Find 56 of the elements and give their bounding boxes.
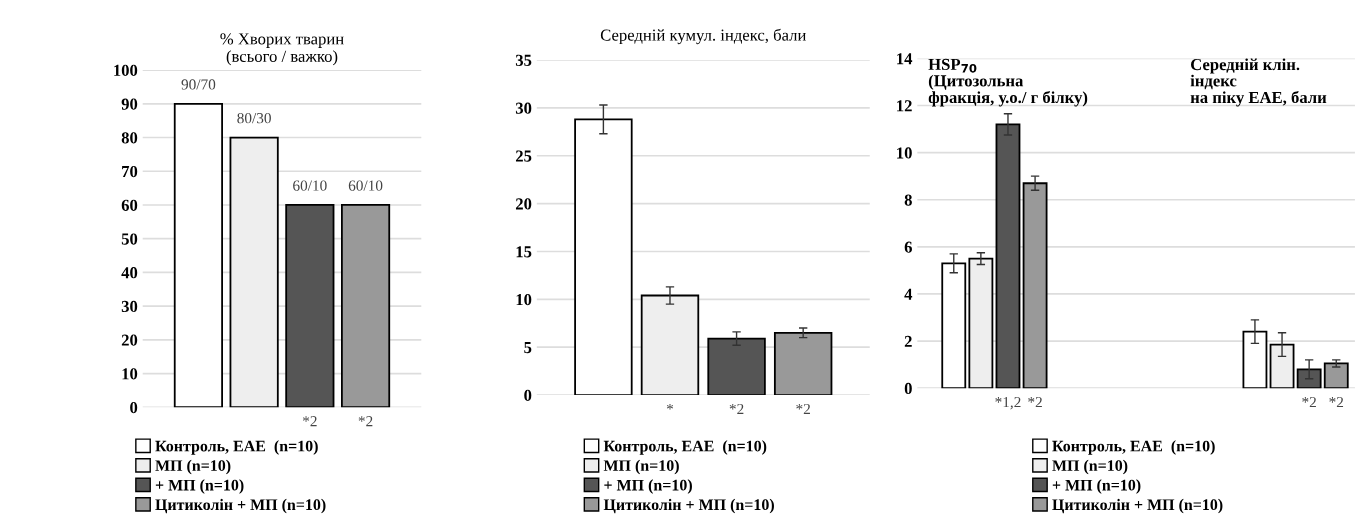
data-label: 80/30 xyxy=(237,113,271,124)
legend-label: МП (n=10) xyxy=(1052,459,1128,475)
chart-title: Середній кумул. індекс, бали xyxy=(600,28,806,45)
legend-label: Контроль, ЕАЕ (n=10) xyxy=(1052,440,1215,455)
data-label: 60/10 xyxy=(293,180,327,191)
legend-label: МП (n=10) xyxy=(155,459,231,475)
text: *2 xyxy=(1028,396,1042,408)
y-tick-label: 10 xyxy=(897,147,912,159)
data-label: 60/10 xyxy=(348,180,383,191)
y-tick-label: 4 xyxy=(904,288,913,300)
y-tick-label: 14 xyxy=(897,53,913,65)
text: *2 xyxy=(1329,396,1344,408)
text: *2 xyxy=(358,416,373,427)
y-tick-label: 90 xyxy=(121,98,138,110)
data-label: 90/70 xyxy=(181,79,216,90)
y-tick-label: 6 xyxy=(904,241,912,253)
legend-label: Цитиколін + МП (n=10) xyxy=(603,498,774,514)
y-tick-label: 15 xyxy=(516,246,532,258)
y-tick-label: 25 xyxy=(515,150,532,162)
y-tick-label: 0 xyxy=(130,401,138,414)
y-tick-label: 20 xyxy=(121,334,138,346)
y-tick-label: 70 xyxy=(122,165,138,178)
text: *2 xyxy=(302,416,317,427)
y-tick-label: 5 xyxy=(524,342,532,354)
y-tick-label: 35 xyxy=(515,54,532,66)
y-tick-label: 60 xyxy=(121,199,138,211)
text: * xyxy=(666,403,674,410)
legend-label: + МП (n=10) xyxy=(604,479,692,494)
y-tick-label: 12 xyxy=(897,100,912,112)
text: *2 xyxy=(729,403,744,414)
y-tick-label: 10 xyxy=(122,368,138,380)
y-tick-label: 20 xyxy=(515,198,532,210)
legend-label: Цитиколін + МП (n=10) xyxy=(1052,498,1223,514)
text: *2 xyxy=(1302,396,1316,408)
legend-label: Контроль, ЕАЕ (n=10) xyxy=(155,440,318,455)
legend-label: + МП (n=10) xyxy=(1052,479,1141,494)
y-tick-label: 30 xyxy=(121,300,138,313)
y-tick-label: 0 xyxy=(904,382,912,395)
y-tick-label: 40 xyxy=(121,267,138,279)
text: HSP$_{70}$ (Цитозольна фракція, у.о./ г білку) xyxy=(928,58,1088,107)
legend-label: Цитиколін + МП (n=10) xyxy=(155,498,326,514)
legend-label: + МП (n=10) xyxy=(155,479,244,494)
text: *1,2 xyxy=(995,396,1021,410)
y-tick-label: 2 xyxy=(904,335,912,347)
chart-title: % Хворих тварин (всього / важко) xyxy=(220,33,344,66)
y-tick-label: 50 xyxy=(121,233,138,245)
y-tick-label: 8 xyxy=(904,194,912,206)
annotation: Середній клін. індекс на піку ЕАЕ, бали xyxy=(1190,58,1327,107)
legend-label: Контроль, ЕАЕ (n=10) xyxy=(603,440,767,455)
y-tick-label: 0 xyxy=(524,389,532,402)
y-tick-label: 100 xyxy=(114,64,138,77)
y-tick-label: 30 xyxy=(515,102,532,114)
y-tick-label: 80 xyxy=(121,132,138,144)
legend-label: МП (n=10) xyxy=(603,459,679,475)
text: *2 xyxy=(796,403,810,414)
y-tick-label: 10 xyxy=(516,294,532,306)
